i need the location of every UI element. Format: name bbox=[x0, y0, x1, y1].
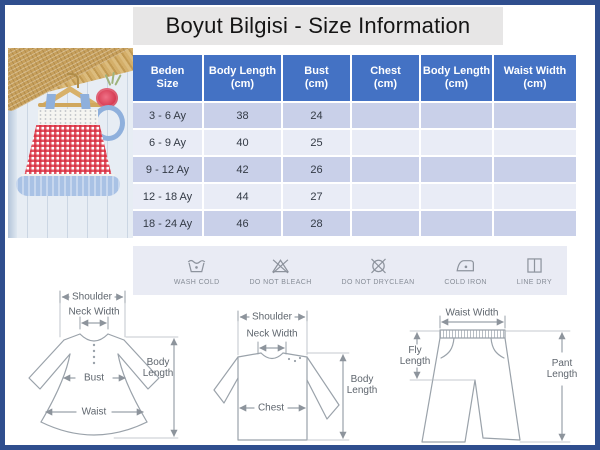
table-cell: 28 bbox=[283, 211, 350, 236]
table-cell bbox=[494, 130, 576, 155]
care-label: WASH COLD bbox=[173, 279, 220, 286]
care-item-do-not-dryclean: DO NOT DRYCLEAN bbox=[342, 255, 415, 286]
dress-body-length-label: Body Length bbox=[142, 357, 174, 379]
table-cell bbox=[352, 184, 419, 209]
wall-edge bbox=[8, 48, 17, 238]
do-not-bleach-icon bbox=[272, 259, 290, 274]
top-line-art bbox=[213, 310, 350, 441]
pants-waist-width-label: Waist Width bbox=[445, 307, 499, 319]
top-shoulder-label: Shoulder bbox=[251, 311, 293, 323]
dress-ruffle-hem bbox=[16, 176, 120, 196]
wash-cold-icon bbox=[188, 259, 206, 273]
pants-fly-length-label: Fly Length bbox=[399, 345, 431, 367]
care-instructions-strip: WASH COLD DO NOT BLEACH DO NOT DRYCLEAN … bbox=[133, 246, 567, 295]
size-table: Beden Size Body Length (cm) Bust (cm) Ch… bbox=[133, 55, 576, 236]
table-cell: 3 - 6 Ay bbox=[133, 103, 202, 128]
hanger-hook bbox=[67, 73, 79, 88]
table-cell: 26 bbox=[283, 157, 350, 182]
table-cell bbox=[494, 157, 576, 182]
care-item-cold-iron: COLD IRON bbox=[444, 255, 487, 286]
top-measurement-diagram: Shoulder Neck Width Chest Body Length bbox=[210, 304, 390, 444]
table-cell: 46 bbox=[204, 211, 281, 236]
headband-flower bbox=[96, 88, 118, 108]
top-body-length-label: Body Length bbox=[346, 374, 378, 396]
line-dry-icon bbox=[527, 258, 542, 273]
care-item-do-not-bleach: DO NOT BLEACH bbox=[249, 255, 311, 286]
table-cell: 12 - 18 Ay bbox=[133, 184, 202, 209]
table-cell: 40 bbox=[204, 130, 281, 155]
table-cell bbox=[494, 211, 576, 236]
dress-measurement-diagram: Shoulder Neck Width Bust Waist Body Leng… bbox=[14, 288, 186, 444]
dress-gingham-skirt bbox=[24, 125, 112, 177]
column-header: Chest (cm) bbox=[352, 55, 419, 101]
table-cell bbox=[421, 211, 492, 236]
table-cell bbox=[352, 157, 419, 182]
dress-bodice bbox=[38, 109, 98, 125]
do-not-dryclean-icon bbox=[370, 258, 386, 274]
dress-neck-width-label: Neck Width bbox=[68, 306, 120, 318]
table-cell: 44 bbox=[204, 184, 281, 209]
care-label: LINE DRY bbox=[516, 279, 553, 286]
table-cell bbox=[352, 211, 419, 236]
dress-line-art bbox=[28, 290, 179, 439]
cold-iron-icon bbox=[456, 260, 475, 272]
table-cell: 6 - 9 Ay bbox=[133, 130, 202, 155]
table-cell: 25 bbox=[283, 130, 350, 155]
table-cell: 27 bbox=[283, 184, 350, 209]
dress-trim bbox=[21, 174, 115, 177]
table-cell: 18 - 24 Ay bbox=[133, 211, 202, 236]
dress-waist-label: Waist bbox=[81, 406, 107, 418]
table-cell: 38 bbox=[204, 103, 281, 128]
column-header: Body Length (cm) bbox=[421, 55, 492, 101]
pants-measurement-diagram: Waist Width Fly Length Pant Length bbox=[394, 304, 590, 444]
pants-line-art bbox=[409, 315, 571, 443]
table-cell: 9 - 12 Ay bbox=[133, 157, 202, 182]
care-label: DO NOT DRYCLEAN bbox=[341, 279, 415, 286]
page-title: Boyut Bilgisi - Size Information bbox=[133, 7, 503, 45]
dress-bust-label: Bust bbox=[83, 372, 105, 384]
table-cell bbox=[421, 184, 492, 209]
care-item-wash-cold: WASH COLD bbox=[174, 255, 220, 286]
pants-pant-length-label: Pant Length bbox=[546, 358, 578, 380]
green-sprig bbox=[104, 71, 122, 88]
table-cell bbox=[421, 103, 492, 128]
top-neck-width-label: Neck Width bbox=[246, 328, 298, 340]
hanger-bar bbox=[38, 103, 102, 107]
table-cell bbox=[352, 103, 419, 128]
table-cell: 42 bbox=[204, 157, 281, 182]
table-cell bbox=[421, 130, 492, 155]
care-label: COLD IRON bbox=[444, 279, 487, 286]
column-header: Waist Width (cm) bbox=[494, 55, 576, 101]
table-cell bbox=[494, 103, 576, 128]
care-label: DO NOT BLEACH bbox=[249, 279, 312, 286]
column-header: Bust (cm) bbox=[283, 55, 350, 101]
column-header: Body Length (cm) bbox=[204, 55, 281, 101]
top-chest-label: Chest bbox=[257, 402, 285, 414]
column-header: Beden Size bbox=[133, 55, 202, 101]
table-cell bbox=[494, 184, 576, 209]
table-cell: 24 bbox=[283, 103, 350, 128]
product-photo bbox=[8, 48, 133, 238]
care-item-line-dry: LINE DRY bbox=[517, 255, 552, 286]
table-cell bbox=[421, 157, 492, 182]
table-cell bbox=[352, 130, 419, 155]
dress-shoulder-label: Shoulder bbox=[71, 291, 113, 303]
